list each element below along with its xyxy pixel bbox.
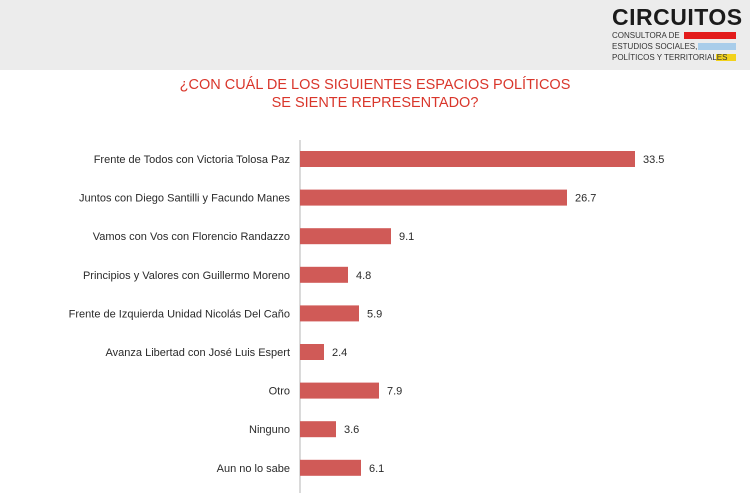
bar bbox=[300, 344, 324, 360]
value-label: 2.4 bbox=[332, 347, 347, 359]
bar bbox=[300, 189, 567, 206]
logo-yellow-bar bbox=[716, 54, 736, 61]
chart-title: ¿CON CUÁL DE LOS SIGUIENTES ESPACIOS POL… bbox=[0, 76, 750, 112]
brand-tagline-line: ESTUDIOS SOCIALES, bbox=[612, 42, 698, 51]
brand-tagline-line: POLÍTICOS Y TERRITORIALES bbox=[612, 53, 728, 62]
category-label: Juntos con Diego Santilli y Facundo Mane… bbox=[79, 193, 290, 205]
value-label: 3.6 bbox=[344, 424, 359, 436]
value-label: 9.1 bbox=[399, 231, 414, 243]
bar bbox=[300, 151, 635, 167]
category-label: Vamos con Vos con Florencio Randazzo bbox=[93, 231, 290, 243]
bar bbox=[300, 421, 336, 438]
chart-title-line: ¿CON CUÁL DE LOS SIGUIENTES ESPACIOS POL… bbox=[179, 77, 571, 93]
value-label: 26.7 bbox=[575, 193, 596, 205]
value-label: 33.5 bbox=[643, 154, 664, 166]
category-label: Avanza Libertad con José Luis Espert bbox=[106, 347, 290, 359]
value-label: 4.8 bbox=[356, 270, 371, 282]
bar bbox=[300, 459, 361, 476]
logo-blue-bar bbox=[698, 43, 736, 50]
category-label: Frente de Todos con Victoria Tolosa Paz bbox=[94, 154, 290, 166]
category-label: Frente de Izquierda Unidad Nicolás Del C… bbox=[69, 308, 290, 320]
value-label: 7.9 bbox=[387, 386, 402, 398]
brand-tagline-line: CONSULTORA DE bbox=[612, 31, 680, 40]
bar bbox=[300, 228, 391, 245]
value-label: 6.1 bbox=[369, 463, 384, 475]
value-label: 5.9 bbox=[367, 308, 382, 320]
brand-name: CIRCUITOS bbox=[612, 4, 743, 30]
logo-red-bar bbox=[684, 32, 736, 39]
category-label: Principios y Valores con Guillermo Moren… bbox=[83, 270, 290, 282]
bar bbox=[300, 305, 359, 322]
chart-title-line: SE SIENTE REPRESENTADO? bbox=[271, 95, 479, 111]
bar bbox=[300, 266, 348, 283]
header-band bbox=[0, 0, 750, 70]
category-label: Ninguno bbox=[249, 424, 290, 436]
brand-logo: CIRCUITOS CONSULTORA DE ESTUDIOS SOCIALE… bbox=[612, 4, 746, 66]
category-label: Otro bbox=[269, 386, 290, 398]
category-label: Aun no lo sabe bbox=[217, 463, 290, 475]
bar bbox=[300, 382, 379, 399]
